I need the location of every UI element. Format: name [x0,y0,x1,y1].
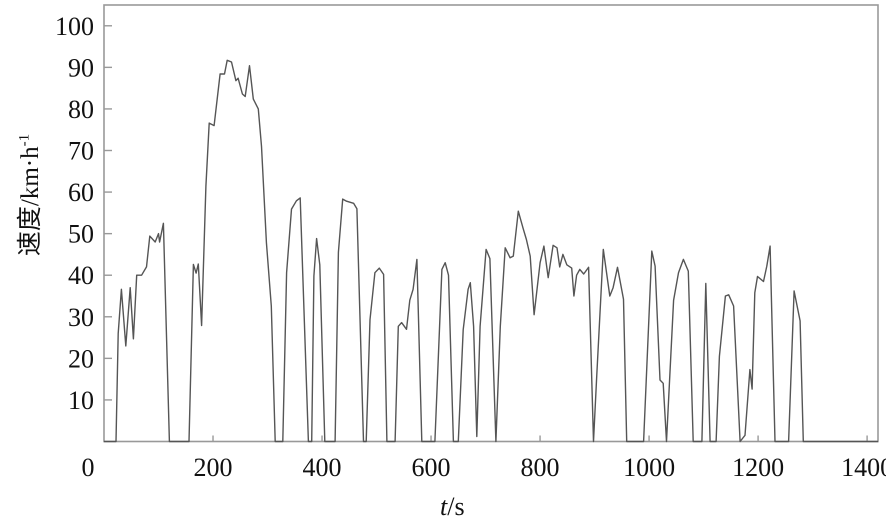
x-tick-label: 200 [194,453,233,482]
x-tick-labels: 0 200 400 600 800 1000 1200 1400 [82,453,886,482]
x-tick-label: 0 [82,453,95,482]
y-axis-label-text: 速度/km·h [17,146,44,257]
x-tick-label: 1400 [841,453,886,482]
y-tick-label: 10 [68,386,94,415]
y-tick-label: 90 [68,53,94,82]
y-tick-label: 20 [68,344,94,373]
y-tick-label: 70 [68,137,94,166]
x-tick-label: 800 [521,453,560,482]
x-axis-label-variable: t [440,492,448,521]
y-tick-label: 40 [68,261,94,290]
y-axis-label: 速度/km·h-1 [10,110,44,280]
y-tick-label: 60 [68,178,94,207]
plot-frame [103,4,879,443]
x-axis-label: t/s [440,492,540,522]
y-tick-label: 50 [68,220,94,249]
x-tick-label: 1200 [732,453,784,482]
y-tick-labels: 10 20 30 40 50 60 70 80 90 100 [55,12,94,415]
x-tick-label: 400 [303,453,342,482]
speed-series-line [104,59,878,443]
y-tick-label: 100 [55,12,94,41]
y-tick-label: 80 [68,95,94,124]
x-tick-label: 1000 [623,453,675,482]
y-axis-label-exponent: -1 [16,133,33,147]
x-axis-label-unit: /s [447,492,465,521]
y-tick-label: 30 [68,303,94,332]
x-tick-label: 600 [412,453,451,482]
axes [103,4,879,443]
